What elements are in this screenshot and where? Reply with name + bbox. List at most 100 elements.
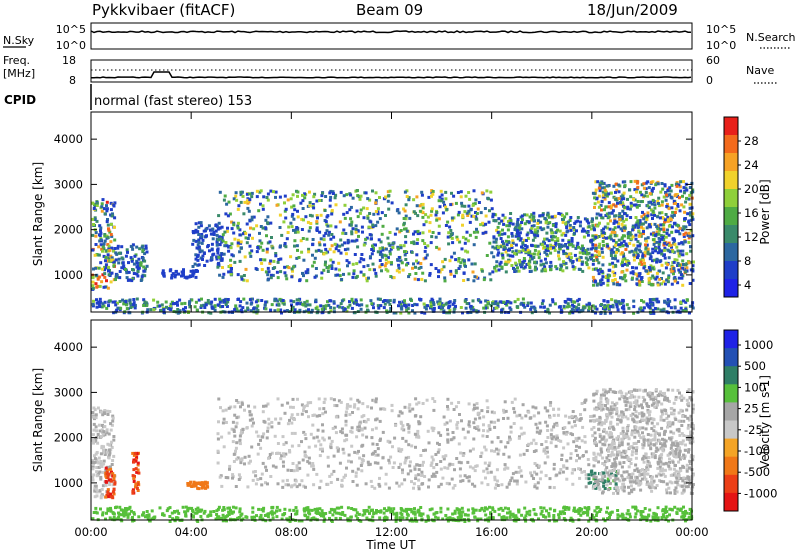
- power-echo-cell: [341, 306, 345, 310]
- power-echo-cell: [405, 308, 409, 312]
- power-echo-cell: [536, 229, 540, 233]
- power-echo-cell: [587, 304, 591, 308]
- power-echo-cell: [620, 270, 624, 274]
- velocity-echo-cell: [443, 466, 447, 470]
- power-echo-cell: [501, 240, 504, 244]
- velocity-echo-cell: [360, 444, 364, 448]
- power-echo-cell: [573, 300, 577, 304]
- power-echo-cell: [649, 255, 653, 259]
- power-echo-cell: [305, 309, 308, 313]
- velocity-echo-cell: [284, 441, 288, 445]
- power-echo-cell: [557, 243, 561, 246]
- power-echo-cell: [618, 217, 622, 221]
- power-echo-cell: [445, 207, 449, 211]
- power-echo-cell: [303, 196, 307, 200]
- velocity-echo-cell: [466, 460, 470, 464]
- velocity-echo-cell: [354, 474, 358, 478]
- power-echo-cell: [651, 308, 655, 312]
- power-echo-cell: [91, 248, 95, 252]
- power-echo-cell: [681, 309, 685, 312]
- power-echo-cell: [615, 303, 619, 307]
- velocity-echo-cell: [553, 422, 557, 426]
- power-echo-cell: [562, 217, 565, 221]
- power-echo-cell: [276, 308, 280, 312]
- power-echo-cell: [356, 245, 360, 249]
- power-echo-cell: [302, 274, 305, 278]
- velocity-echo-cell: [404, 458, 408, 462]
- power-echo-cell: [105, 200, 109, 204]
- power-echo-cell: [174, 302, 177, 305]
- power-echo-cell: [132, 303, 136, 307]
- velocity-echo-cell: [372, 451, 376, 455]
- power-echo-cell: [191, 272, 195, 276]
- power-echo-cell: [290, 308, 294, 311]
- power-echo-cell: [509, 212, 513, 215]
- velocity-echo-cell: [136, 482, 139, 486]
- power-echo-cell: [106, 218, 109, 221]
- velocity-echo-cell: [261, 461, 265, 465]
- power-echo-cell: [681, 266, 685, 270]
- power-echo-cell: [625, 214, 629, 218]
- power-echo-cell: [606, 279, 610, 282]
- velocity-echo-cell: [369, 479, 373, 483]
- power-echo-cell: [678, 196, 681, 200]
- velocity-echo-cell: [394, 424, 398, 427]
- power-echo-cell: [384, 261, 388, 265]
- power-echo-cell: [218, 226, 221, 230]
- power-echo-cell: [256, 246, 260, 249]
- power-echo-cell: [296, 194, 299, 198]
- velocity-echo-cell: [349, 429, 353, 433]
- power-echo-cell: [571, 260, 575, 263]
- velocity-echo-cell: [348, 413, 352, 417]
- power-echo-cell: [212, 252, 216, 256]
- velocity-echo-cell: [280, 403, 284, 407]
- power-echo-cell: [412, 242, 416, 246]
- velocity-echo-cell: [490, 449, 493, 453]
- power-echo-cell: [652, 297, 656, 301]
- power-echo-cell: [296, 209, 299, 213]
- power-echo-cell: [342, 228, 346, 232]
- power-echo-cell: [432, 309, 436, 313]
- power-echo-cell: [104, 259, 107, 263]
- power-echo-cell: [660, 200, 664, 204]
- power-echo-cell: [358, 303, 361, 307]
- power-echo-cell: [354, 230, 358, 234]
- power-echo-cell: [673, 258, 677, 262]
- power-echo-cell: [373, 268, 376, 272]
- velocity-echo-cell: [552, 435, 556, 439]
- power-echo-cell: [661, 223, 665, 227]
- velocity-echo-cell: [449, 438, 453, 442]
- velocity-echo-cell: [295, 485, 299, 489]
- velocity-echo-cell: [375, 417, 379, 421]
- power-echo-cell: [120, 245, 124, 249]
- power-echo-cell: [397, 270, 401, 274]
- power-echo-cell: [506, 220, 510, 223]
- velocity-echo-cell: [519, 426, 523, 430]
- velocity-echo-cell: [444, 454, 448, 458]
- power-echo-cell: [259, 189, 263, 193]
- power-echo-cell: [646, 272, 650, 275]
- power-echo-cell: [526, 304, 530, 307]
- power-echo-cell: [621, 264, 625, 268]
- power-echo-cell: [202, 229, 206, 233]
- power-echo-cell: [627, 234, 630, 238]
- power-echo-cell: [685, 298, 689, 302]
- velocity-echo-cell: [357, 449, 360, 453]
- velocity-echo-cell: [237, 478, 241, 481]
- velocity-echo-cell: [267, 456, 270, 460]
- velocity-echo-cell: [427, 478, 431, 482]
- power-echo-cell: [613, 299, 617, 303]
- power-echo-cell: [626, 236, 630, 240]
- power-echo-cell: [224, 241, 228, 244]
- power-echo-cell: [611, 256, 615, 260]
- power-echo-cell: [571, 265, 575, 269]
- velocity-echo-cell: [508, 435, 511, 439]
- power-echo-cell: [633, 250, 637, 254]
- power-echo-cell: [680, 228, 684, 232]
- power-echo-cell: [652, 311, 656, 315]
- power-echo-cell: [290, 275, 294, 279]
- power-echo-cell: [190, 298, 194, 302]
- velocity-echo-cell: [543, 461, 547, 465]
- power-echo-cell: [678, 263, 682, 267]
- power-echo-cell: [430, 297, 434, 301]
